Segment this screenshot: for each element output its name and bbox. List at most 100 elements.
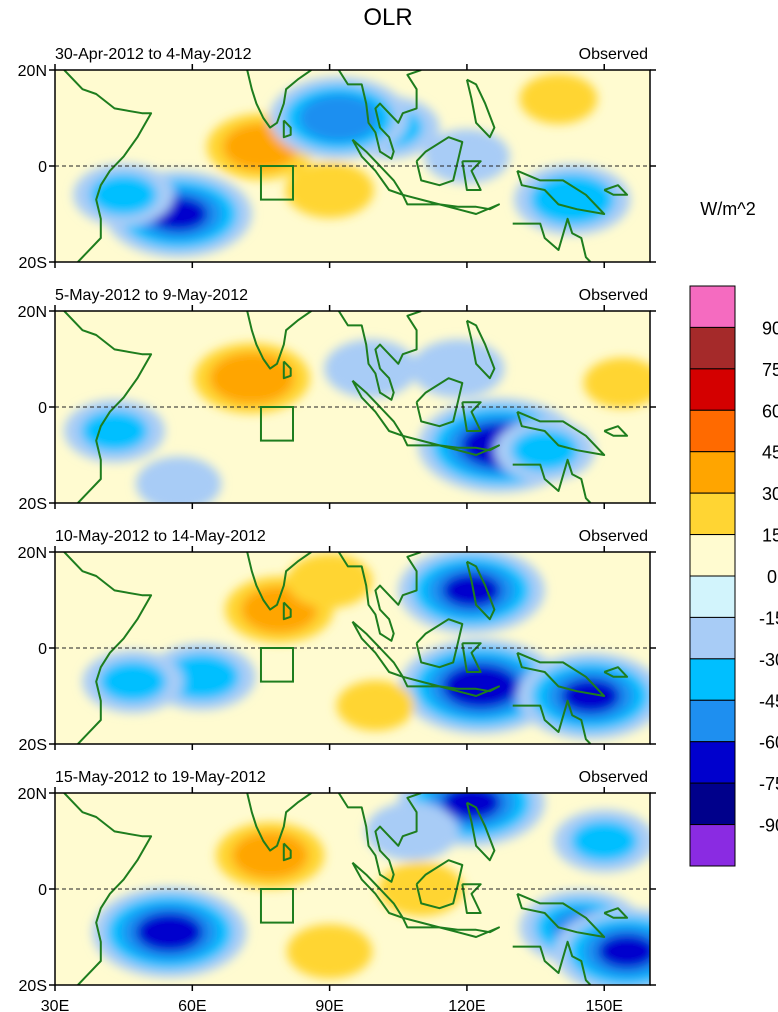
coastline [461, 160, 482, 191]
colorbar-swatch [689, 368, 736, 411]
anomaly-contour [286, 553, 373, 608]
anomaly-contour [163, 653, 240, 701]
colorbar-swatch [689, 616, 736, 660]
coastline [415, 618, 464, 669]
coastline [516, 892, 606, 938]
y-tick-label: 20N [18, 786, 47, 803]
coastline [603, 907, 629, 919]
anomaly-contour [583, 357, 650, 409]
x-tick-label: 90E [315, 998, 343, 1012]
colorbar-swatch [689, 451, 736, 494]
olr-field [55, 311, 650, 503]
colorbar-swatch [689, 782, 736, 826]
coastline [246, 552, 312, 611]
anomaly-blobs [82, 552, 650, 740]
anomaly-contour [442, 664, 519, 709]
coastline [415, 859, 464, 910]
anomaly-contour [511, 429, 579, 472]
colorbar-swatch [689, 409, 736, 453]
colorbar-label: -15 [759, 608, 778, 628]
colorbar-swatch [689, 824, 736, 867]
anomaly-contour [365, 802, 459, 861]
panel-period-label: 10-May-2012 to 14-May-2012 [55, 528, 266, 545]
anomaly-contour [80, 410, 149, 452]
coastline [516, 169, 606, 215]
coastline [603, 184, 629, 196]
colorbar-swatch [689, 285, 736, 328]
coastline [246, 70, 312, 129]
coastline [63, 311, 153, 503]
anomaly-contour [336, 680, 415, 731]
y-tick-label: 20S [19, 978, 47, 995]
panel-observed-label: Observed [579, 528, 648, 545]
y-tick-label: 0 [38, 641, 47, 658]
y-tick-label: 0 [38, 400, 47, 417]
coastlines [63, 70, 629, 262]
anomaly-contour [424, 129, 510, 184]
coastline [461, 883, 482, 914]
y-tick-label: 20S [19, 737, 47, 754]
colorbar-label: 45 [762, 443, 778, 463]
panel-observed-label: Observed [579, 769, 648, 786]
coastline [63, 70, 153, 262]
panel-period-label: 15-May-2012 to 19-May-2012 [55, 769, 266, 786]
y-tick-label: 20N [18, 545, 47, 562]
colorbar-label: -75 [759, 774, 778, 794]
coastline [337, 70, 422, 160]
coastline [465, 319, 496, 380]
coastline [63, 793, 153, 985]
coastline [465, 78, 496, 139]
anomaly-contour [209, 352, 294, 404]
colorbar-swatch [689, 492, 736, 536]
colorbar-label: 0 [767, 567, 777, 587]
colorbar: 90 75 60 45 30 15 0 -15 -30 -45 -60 -75 -90 [689, 285, 778, 867]
coastline [512, 458, 592, 503]
colorbar-swatch [689, 575, 736, 618]
coastline [63, 552, 153, 744]
panel-observed-label: Observed [579, 46, 648, 63]
panel-period-label: 30-Apr-2012 to 4-May-2012 [55, 46, 252, 63]
olr-field [55, 552, 650, 744]
coastline [439, 685, 500, 697]
coastline [512, 699, 592, 744]
coastlines [63, 793, 629, 985]
coastline [282, 601, 292, 621]
coastline [461, 642, 482, 673]
coastline [512, 217, 592, 262]
region-box [259, 406, 295, 442]
colorbar-swatch [689, 326, 736, 370]
map-panel-4: 20N 0 20S 15-May-2012 to 19-May-2012 Observe… [18, 769, 656, 995]
anomaly-contour [519, 73, 598, 125]
coastline [246, 793, 312, 852]
colorbar-label: 75 [762, 360, 778, 380]
anomaly-contour [530, 174, 615, 226]
olr-field [55, 793, 650, 985]
colorbar-label: 15 [762, 526, 778, 546]
coastline [282, 360, 292, 380]
coastline [337, 793, 422, 883]
anomaly-contour [597, 934, 650, 969]
y-tick-label: 0 [38, 159, 47, 176]
region-box [259, 888, 295, 924]
colorbar-label: 60 [762, 401, 778, 421]
map-panel-1: 20N 0 20S 30-Apr-2012 to 4-May-2012 Observed [18, 46, 656, 272]
y-tick-label: 20N [18, 63, 47, 80]
x-tick-label: 120E [448, 998, 485, 1012]
coastline [461, 401, 482, 432]
anomaly-contour [232, 832, 309, 879]
anomaly-contour [90, 174, 158, 216]
colorbar-label: -45 [759, 691, 778, 711]
anomaly-contour [286, 924, 373, 979]
colorbar-label: -60 [759, 733, 778, 753]
colorbar-label: -30 [759, 650, 778, 670]
region-box [259, 647, 295, 683]
anomaly-contour [135, 456, 222, 503]
colorbar-label: -90 [759, 816, 778, 836]
x-tick-label: 150E [586, 998, 623, 1012]
x-tick-label: 60E [178, 998, 206, 1012]
coastline [516, 651, 606, 697]
coastline [603, 425, 629, 437]
colorbar-label: 30 [762, 484, 778, 504]
coastline [465, 801, 496, 862]
anomaly-contour [442, 793, 501, 820]
